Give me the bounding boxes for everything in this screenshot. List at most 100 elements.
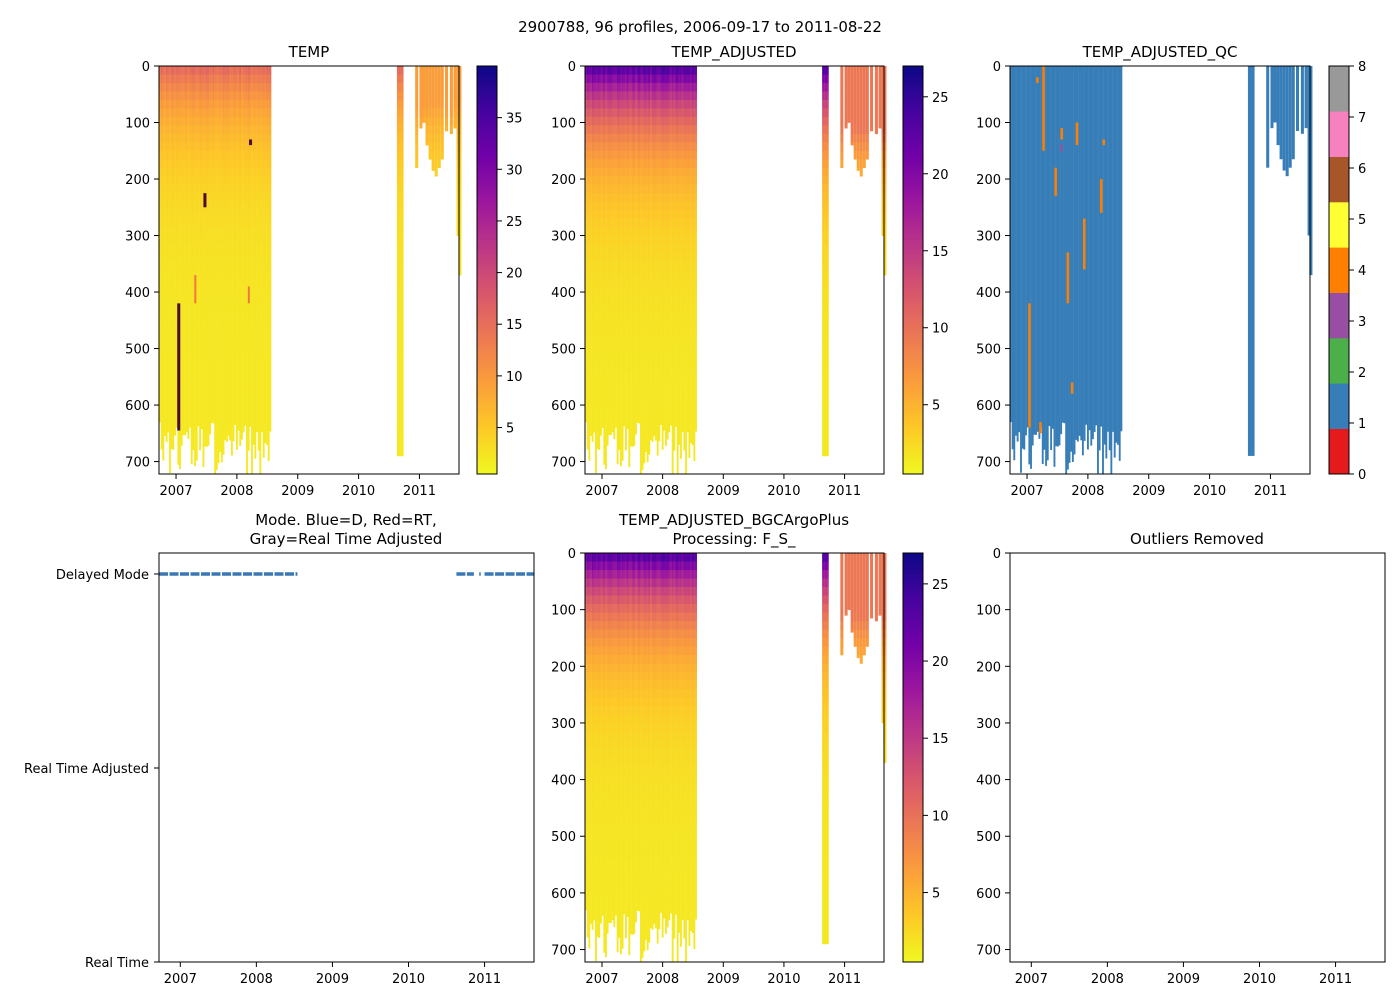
heatmap-cell bbox=[585, 82, 587, 92]
heatmap-cell bbox=[212, 159, 215, 169]
heatmap-cell bbox=[590, 430, 592, 437]
heatmap-cell bbox=[595, 82, 597, 92]
heatmap-cell bbox=[180, 328, 183, 338]
heatmap-cell bbox=[396, 99, 399, 109]
heatmap-cell bbox=[249, 116, 252, 126]
heatmap-cell bbox=[262, 438, 265, 448]
heatmap-cell bbox=[220, 362, 223, 372]
heatmap-cell bbox=[242, 133, 245, 143]
heatmap-cell bbox=[606, 82, 609, 92]
heatmap-cell bbox=[224, 362, 227, 372]
heatmap-cell bbox=[192, 269, 195, 279]
heatmap-cell bbox=[600, 167, 602, 177]
heatmap-cell bbox=[237, 379, 240, 389]
heatmap-cell bbox=[608, 201, 611, 211]
heatmap-cell bbox=[184, 125, 186, 135]
heatmap-cell bbox=[162, 328, 165, 338]
heatmap-cell bbox=[207, 388, 210, 397]
heatmap-cell bbox=[256, 294, 258, 304]
heatmap-cell bbox=[264, 244, 267, 253]
heatmap-cell bbox=[254, 125, 257, 135]
heatmap-cell bbox=[212, 345, 215, 355]
heatmap-cell bbox=[266, 354, 268, 363]
heatmap-cell bbox=[261, 388, 263, 397]
heatmap-cell bbox=[200, 328, 203, 338]
heatmap-cell bbox=[625, 116, 627, 126]
heatmap-cell bbox=[165, 286, 168, 296]
heatmap-cell bbox=[633, 252, 636, 262]
heatmap-cell bbox=[593, 320, 596, 330]
heatmap-cell bbox=[172, 430, 175, 440]
heatmap-cell bbox=[422, 66, 426, 75]
heatmap-cell bbox=[262, 303, 265, 313]
heatmap-cell bbox=[162, 99, 165, 109]
heatmap-cell bbox=[192, 320, 195, 330]
heatmap-cell bbox=[214, 286, 217, 296]
heatmap-cell bbox=[585, 91, 587, 101]
heatmap-cell bbox=[234, 405, 237, 414]
heatmap-cell bbox=[596, 405, 599, 414]
heatmap-cell bbox=[169, 294, 171, 304]
heatmap-cell bbox=[456, 116, 460, 126]
heatmap-cell bbox=[626, 388, 629, 397]
heatmap-cell bbox=[437, 133, 441, 143]
heatmap-cell bbox=[212, 294, 215, 304]
heatmap-cell bbox=[615, 328, 617, 338]
heatmap-cell bbox=[611, 244, 614, 253]
heatmap-cell bbox=[207, 345, 210, 355]
heatmap-cell bbox=[246, 286, 248, 296]
heatmap-cell bbox=[264, 91, 267, 101]
heatmap-cell bbox=[618, 303, 621, 313]
heatmap-cell bbox=[220, 422, 223, 431]
heatmap-cell bbox=[214, 371, 217, 380]
heatmap-cell bbox=[621, 99, 624, 109]
heatmap-cell bbox=[237, 252, 240, 262]
heatmap-cell bbox=[608, 108, 611, 118]
heatmap-cell bbox=[600, 227, 602, 236]
heatmap-cell bbox=[266, 227, 268, 236]
heatmap-cell bbox=[601, 328, 604, 338]
heatmap-cell bbox=[165, 218, 168, 228]
heatmap-cell bbox=[428, 66, 432, 75]
heatmap-cell bbox=[197, 125, 200, 135]
heatmap-cell bbox=[235, 66, 238, 75]
heatmap-cell bbox=[596, 176, 599, 185]
heatmap-cell bbox=[184, 303, 186, 313]
heatmap-cell bbox=[164, 82, 166, 92]
heatmap-cell bbox=[590, 422, 592, 431]
heatmap-cell bbox=[585, 218, 587, 228]
heatmap-cell bbox=[239, 438, 242, 446]
heatmap-cell bbox=[225, 184, 228, 194]
heatmap-cell bbox=[396, 447, 399, 457]
heatmap-cell bbox=[434, 82, 438, 92]
heatmap-cell bbox=[628, 193, 631, 202]
heatmap-cell bbox=[214, 193, 217, 202]
heatmap-cell bbox=[190, 422, 193, 431]
heatmap-cell bbox=[251, 362, 253, 372]
heatmap-cell bbox=[630, 328, 632, 338]
heatmap-cell bbox=[440, 91, 444, 101]
heatmap-cell bbox=[200, 235, 203, 245]
heatmap-cell bbox=[210, 244, 213, 253]
heatmap-cell bbox=[234, 371, 237, 380]
heatmap-cell bbox=[164, 218, 166, 228]
heatmap-cell bbox=[618, 201, 621, 211]
colorbar-gradient-slice bbox=[477, 450, 497, 454]
heatmap-cell bbox=[174, 218, 176, 228]
heatmap-cell bbox=[596, 91, 599, 101]
heatmap-cell bbox=[585, 235, 587, 245]
heatmap-cell bbox=[608, 125, 611, 135]
heatmap-cell bbox=[197, 99, 200, 109]
heatmap-cell bbox=[620, 74, 622, 84]
heatmap-cell bbox=[257, 311, 260, 321]
heatmap-cell bbox=[210, 337, 213, 347]
heatmap-cell bbox=[601, 91, 604, 101]
heatmap-cell bbox=[232, 371, 235, 380]
heatmap-cell bbox=[244, 337, 247, 347]
heatmap-cell bbox=[623, 82, 626, 92]
heatmap-cell bbox=[189, 235, 192, 245]
heatmap-cell bbox=[222, 277, 225, 287]
heatmap-cell bbox=[215, 142, 218, 152]
heatmap-cell bbox=[267, 133, 270, 143]
heatmap-cell bbox=[591, 116, 594, 126]
